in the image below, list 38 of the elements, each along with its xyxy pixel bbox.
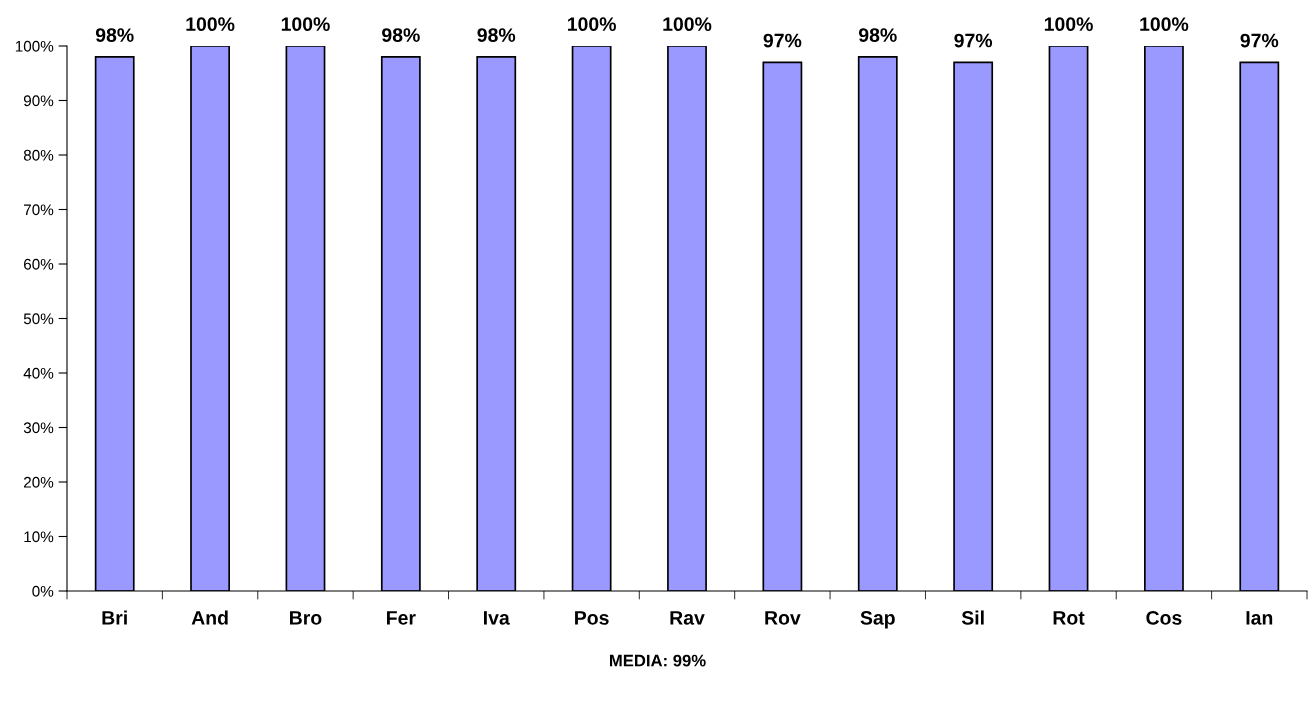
x-tick-label: Bri (102, 610, 127, 625)
y-tick-label: 70% (24, 204, 54, 216)
data-label: 97% (954, 33, 993, 48)
x-tick-label: Fer (387, 611, 416, 625)
data-label: 98% (858, 28, 897, 42)
x-tick-label: Rav (670, 611, 705, 625)
data-label: 100% (281, 17, 330, 32)
x-tick-label: Sil (961, 610, 984, 625)
data-label: 98% (477, 28, 516, 42)
data-label: 100% (1044, 17, 1093, 32)
data-label: 98% (95, 28, 134, 42)
data-label: 97% (763, 33, 802, 48)
x-tick-label: Iva (484, 611, 510, 625)
y-tick-label: 30% (23, 422, 54, 434)
x-tick-label: And (191, 610, 228, 625)
y-tick-label: 60% (24, 258, 54, 270)
x-tick-label: Ian (1246, 611, 1273, 625)
y-tick-label: 0% (32, 585, 54, 597)
data-label: 100% (186, 17, 235, 32)
data-label: 100% (567, 17, 616, 32)
x-tick-label: Pos (575, 611, 609, 625)
x-tick-label: Cos (1146, 610, 1182, 625)
y-tick-label: 50% (23, 313, 54, 325)
x-tick-label: Rot (1053, 611, 1085, 625)
y-tick-label: 90% (23, 95, 54, 107)
data-label: 100% (1140, 17, 1189, 32)
data-label: 97% (1240, 33, 1279, 48)
x-tick-label: Rov (765, 611, 801, 625)
y-tick-label: 80% (23, 149, 54, 161)
data-label: 98% (382, 28, 420, 42)
x-tick-label: Bro (290, 611, 322, 625)
x-tick-label: Sap (860, 610, 895, 629)
text: MEDIA: 99% (609, 654, 706, 667)
y-tick-label: 10% (24, 531, 54, 543)
y-tick-label: 20% (24, 476, 54, 488)
data-label: 100% (663, 17, 712, 32)
y-tick-label: 40% (23, 367, 54, 379)
y-tick-label: 100% (15, 40, 54, 52)
